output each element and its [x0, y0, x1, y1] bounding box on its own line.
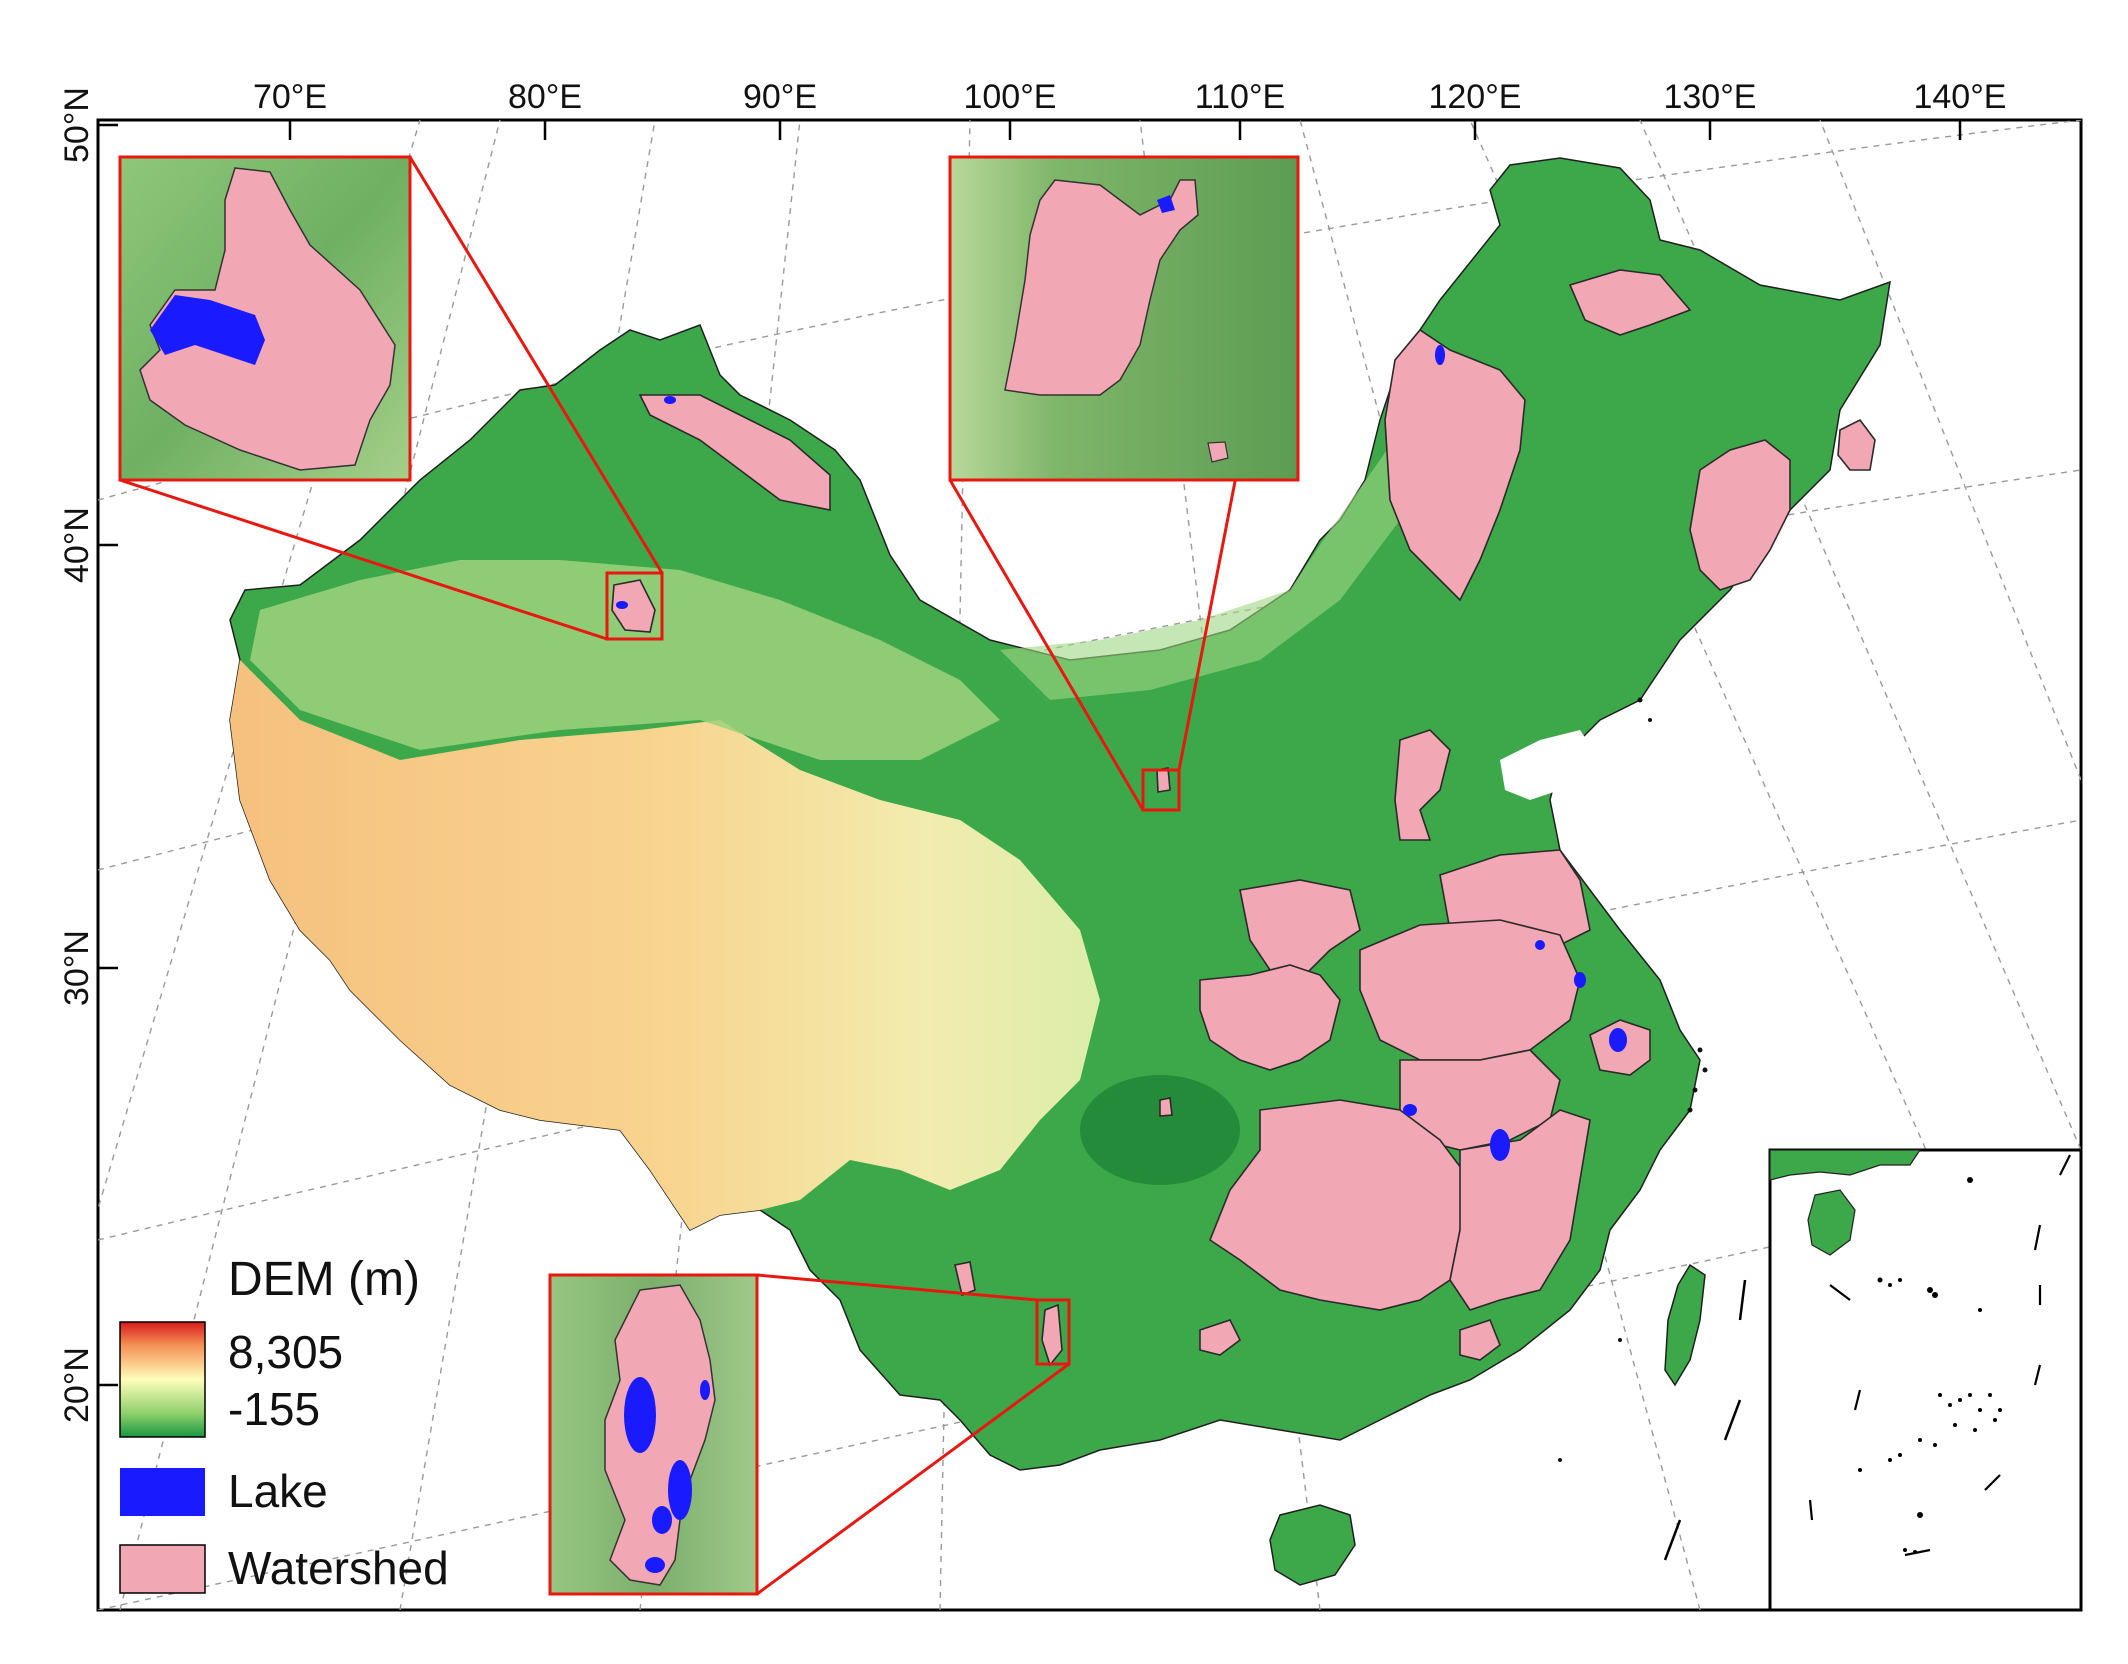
lat-label-30: 30°N — [58, 930, 96, 1006]
tarim-basin-elevation — [250, 560, 1000, 760]
source-box-yunnan — [1035, 1298, 1071, 1366]
inset-bosten-lake — [118, 155, 412, 482]
offshore-islands — [1558, 697, 1708, 1462]
watershed-gan — [1449, 1109, 1591, 1311]
lake-polygons — [616, 345, 1627, 1161]
inner-mongolia-elevation — [1000, 400, 1420, 700]
left-axis: 50°N 40°N 30°N 20°N — [58, 87, 118, 1423]
hainan-landmass — [1269, 1504, 1356, 1586]
lon-label-130: 130°E — [1663, 78, 1756, 116]
watershed-liao — [1689, 439, 1791, 591]
legend-watershed-swatch — [119, 1544, 206, 1594]
source-box-wuliangsu — [1141, 768, 1181, 812]
inset-wuliangsu-small-watershed — [1207, 441, 1229, 463]
inset-wuliangsu-lake — [948, 155, 1300, 482]
legend-dem-min: -155 — [228, 1383, 320, 1435]
map-body — [98, 120, 2081, 1610]
legend-dem-colorbar — [119, 1321, 206, 1438]
watershed-tumen — [1837, 418, 1876, 471]
inset-wuliangsu-watershed — [1004, 179, 1199, 396]
lake-dongting — [1403, 1104, 1417, 1116]
watershed-jialing — [1199, 964, 1341, 1071]
top-axis: 70°E 80°E 90°E 100°E 110°E 120°E 130°E 1… — [253, 78, 2007, 140]
legend-watershed-label: Watershed — [228, 1542, 449, 1594]
watershed-hulun — [1384, 328, 1526, 602]
lake-poyang — [1490, 1129, 1510, 1161]
watershed-pearl-east — [1459, 1319, 1501, 1361]
watershed-yunnan-dianchi — [1041, 1303, 1063, 1367]
lake-ulungur — [664, 396, 676, 404]
maritime-boundary-segments — [1663, 1279, 1747, 1561]
inset-bosten-lake-shape — [150, 295, 265, 365]
lake-bosten — [616, 601, 628, 609]
taiwan-landmass — [1664, 1263, 1706, 1387]
legend-lake-label: Lake — [228, 1465, 328, 1517]
lon-label-80: 80°E — [508, 78, 582, 116]
lat-label-20: 20°N — [58, 1347, 96, 1423]
watershed-han — [1359, 919, 1581, 1061]
lake-chaohu — [1574, 972, 1586, 988]
lake-hulun — [1435, 345, 1445, 365]
inset-south-china-sea — [1768, 1148, 2081, 1610]
watershed-yunnan-small — [954, 1261, 976, 1297]
tibetan-plateau-elevation — [230, 660, 1100, 1230]
watershed-north-china — [1394, 729, 1451, 841]
sichuan-basin-elevation — [1080, 1075, 1240, 1185]
watershed-bosten — [611, 579, 656, 633]
watershed-wei — [1239, 879, 1361, 981]
lake-hongze — [1535, 940, 1545, 950]
bohai-sea — [1500, 730, 1600, 800]
watershed-junggar — [638, 394, 831, 511]
inset-yunnan-watershed — [604, 1284, 716, 1586]
lat-label-50: 50°N — [58, 87, 96, 163]
inset-bosten-watershed — [139, 167, 396, 471]
legend-title: DEM (m) — [228, 1253, 420, 1306]
legend: DEM (m) 8,305 -155 Lake Watershed — [119, 1253, 449, 1594]
legend-lake-swatch — [120, 1468, 205, 1516]
inset-yunnan-lakes — [548, 1273, 759, 1596]
watershed-poyang-dongting — [1209, 1099, 1471, 1311]
watershed-wuliangsu — [1156, 767, 1171, 793]
lon-label-90: 90°E — [743, 78, 817, 116]
lon-label-140: 140°E — [1913, 78, 2006, 116]
watershed-pearl-west — [1199, 1319, 1242, 1356]
inset-source-boxes — [605, 571, 1181, 1366]
lon-label-110: 110°E — [1195, 78, 1285, 116]
lon-label-70: 70°E — [253, 78, 327, 116]
lon-label-100: 100°E — [963, 78, 1056, 116]
source-box-bosten — [605, 571, 664, 641]
watershed-songnen — [1568, 269, 1692, 336]
watershed-polygons — [611, 269, 1876, 1367]
lat-label-40: 40°N — [58, 507, 96, 583]
watershed-qinghai-small — [1159, 1097, 1173, 1117]
legend-dem-max: 8,305 — [228, 1326, 343, 1378]
lon-label-120: 120°E — [1428, 78, 1521, 116]
lake-taihu — [1609, 1028, 1627, 1052]
